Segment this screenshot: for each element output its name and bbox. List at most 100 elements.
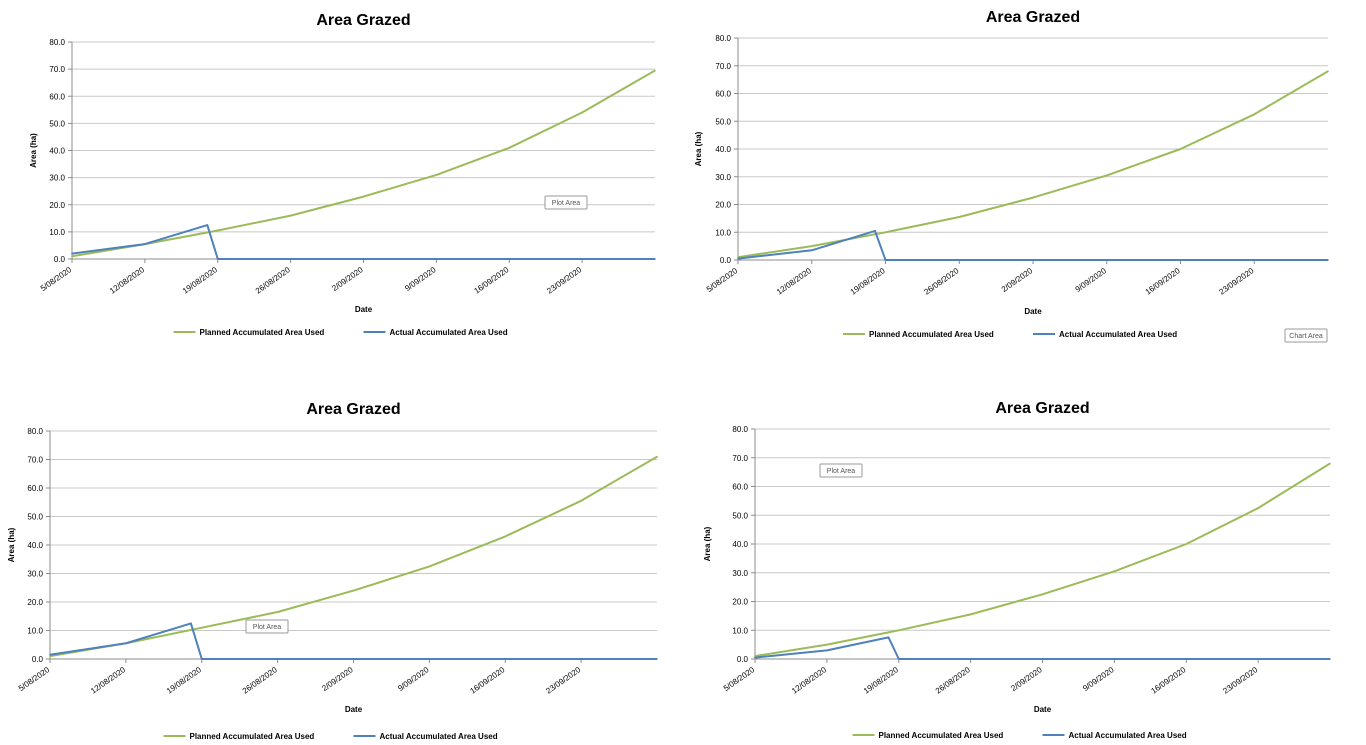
- data-point-planned: [897, 629, 900, 632]
- tooltip-label: Plot Area: [552, 200, 581, 207]
- data-point-planned: [581, 111, 583, 114]
- y-axis-label: Area (ha): [7, 527, 16, 562]
- y-axis-label: Area (ha): [694, 131, 703, 166]
- y-tick-label: 20.0: [715, 201, 731, 210]
- y-tick-label: 50.0: [27, 513, 43, 522]
- x-tick-label: 2/09/2020: [330, 265, 365, 293]
- x-tick-label: 12/08/2020: [790, 665, 828, 696]
- tooltip-label: Plot Area: [253, 624, 282, 631]
- y-axis-label: Area (ha): [703, 526, 712, 561]
- data-point-planned: [1329, 462, 1331, 465]
- x-tick-label: 2/09/2020: [1000, 266, 1035, 294]
- data-point-planned: [580, 500, 582, 502]
- legend-label: Actual Accumulated Area Used: [1059, 330, 1177, 339]
- x-tick-label: 19/08/2020: [181, 265, 219, 296]
- data-point-actual: [754, 656, 756, 659]
- x-axis-label: Date: [355, 305, 373, 314]
- data-point-planned: [508, 146, 511, 149]
- data-point-planned: [216, 229, 219, 232]
- data-point-actual: [654, 258, 656, 260]
- y-tick-label: 30.0: [732, 569, 748, 578]
- y-tick-label: 30.0: [715, 173, 731, 182]
- legend-label: Actual Accumulated Area Used: [380, 732, 498, 741]
- y-tick-label: 60.0: [27, 484, 43, 493]
- y-tick-label: 10.0: [27, 627, 43, 636]
- x-tick-label: 16/09/2020: [468, 665, 506, 696]
- data-point-planned: [1105, 174, 1108, 177]
- y-tick-label: 40.0: [732, 540, 748, 549]
- y-tick-label: 70.0: [732, 454, 748, 463]
- legend-label: Planned Accumulated Area Used: [200, 328, 325, 337]
- x-axis-label: Date: [345, 705, 363, 714]
- x-tick-label: 16/09/2020: [1144, 266, 1182, 297]
- data-point-planned: [969, 613, 972, 616]
- data-point-planned: [826, 643, 828, 646]
- data-point-planned: [276, 611, 279, 613]
- y-tick-label: 0.0: [54, 255, 66, 264]
- x-tick-label: 5/08/2020: [705, 266, 740, 294]
- data-point-planned: [754, 655, 756, 657]
- y-tick-label: 60.0: [49, 92, 65, 101]
- x-tick-label: 19/08/2020: [165, 665, 203, 696]
- x-axis-label: Date: [1034, 705, 1052, 714]
- y-axis-label: Area (ha): [29, 133, 38, 168]
- data-point-actual: [206, 224, 209, 226]
- y-tick-label: 40.0: [27, 541, 43, 550]
- legend-label: Planned Accumulated Area Used: [879, 731, 1004, 740]
- data-point-actual: [144, 243, 146, 245]
- y-tick-label: 60.0: [732, 483, 748, 492]
- data-point-planned: [362, 195, 365, 198]
- data-point-actual: [656, 658, 658, 660]
- y-tick-label: 40.0: [49, 147, 65, 156]
- chart-svg: Area Grazed 0.0 10.0 20.0 30.0 40.0 50.0 60.0 70…: [694, 9, 1329, 343]
- series-line-planned: [71, 69, 656, 258]
- tooltip-label: Chart Area: [1289, 333, 1323, 340]
- y-tick-label: 60.0: [715, 90, 731, 99]
- legend-label: Actual Accumulated Area Used: [1069, 731, 1187, 740]
- legend-label: Planned Accumulated Area Used: [869, 330, 994, 339]
- chart-svg: Area Grazed 0.0 10.0 20.0 30.0 40.0 50.0 60.0 70…: [703, 400, 1331, 740]
- y-tick-label: 0.0: [737, 655, 749, 664]
- y-tick-label: 30.0: [27, 570, 43, 579]
- chart-svg: Area Grazed 0.0 10.0 20.0 30.0 40.0 50.0 60.0 70…: [7, 401, 658, 741]
- x-tick-label: 12/08/2020: [775, 266, 813, 297]
- chart-title: Area Grazed: [986, 9, 1080, 26]
- x-tick-label: 5/08/2020: [39, 265, 74, 293]
- x-tick-label: 26/08/2020: [254, 265, 292, 296]
- x-tick-label: 19/08/2020: [862, 665, 900, 696]
- y-tick-label: 40.0: [715, 145, 731, 154]
- tooltip-box: [1284, 328, 1328, 343]
- y-tick-label: 10.0: [715, 228, 731, 237]
- x-tick-label: 9/09/2020: [403, 265, 438, 293]
- data-point-planned: [1032, 196, 1034, 199]
- y-tick-label: 20.0: [27, 598, 43, 607]
- x-tick-label: 9/09/2020: [396, 665, 431, 693]
- x-tick-label: 16/09/2020: [1149, 665, 1187, 696]
- chart-title: Area Grazed: [306, 401, 400, 418]
- y-tick-label: 70.0: [49, 65, 65, 74]
- x-tick-label: 9/09/2020: [1081, 665, 1116, 693]
- y-tick-label: 0.0: [720, 256, 732, 265]
- data-point-planned: [958, 216, 961, 218]
- data-point-planned: [1113, 570, 1116, 573]
- x-axis-label: Date: [1024, 307, 1042, 316]
- data-point-planned: [289, 214, 292, 217]
- y-tick-label: 50.0: [732, 511, 748, 520]
- x-tick-label: 2/09/2020: [1009, 665, 1044, 693]
- data-point-planned: [49, 655, 51, 657]
- y-tick-label: 0.0: [32, 655, 44, 664]
- y-tick-label: 80.0: [49, 38, 65, 47]
- y-tick-label: 70.0: [715, 62, 731, 71]
- chart-top-left: Area Grazed 0.0 10.0 20.0 30.0 40.0 50.0 60.0 70…: [0, 0, 683, 372]
- data-point-actual: [874, 230, 876, 232]
- x-tick-label: 23/09/2020: [544, 665, 582, 696]
- x-tick-label: 5/08/2020: [17, 665, 52, 693]
- x-tick-label: 2/09/2020: [320, 665, 355, 693]
- data-point-actual: [810, 249, 813, 252]
- data-point-planned: [884, 231, 887, 234]
- data-point-actual: [826, 649, 828, 652]
- data-point-planned: [504, 535, 507, 538]
- x-tick-label: 16/09/2020: [472, 265, 510, 296]
- series-line-actual: [754, 636, 1330, 660]
- data-point-planned: [1253, 113, 1256, 116]
